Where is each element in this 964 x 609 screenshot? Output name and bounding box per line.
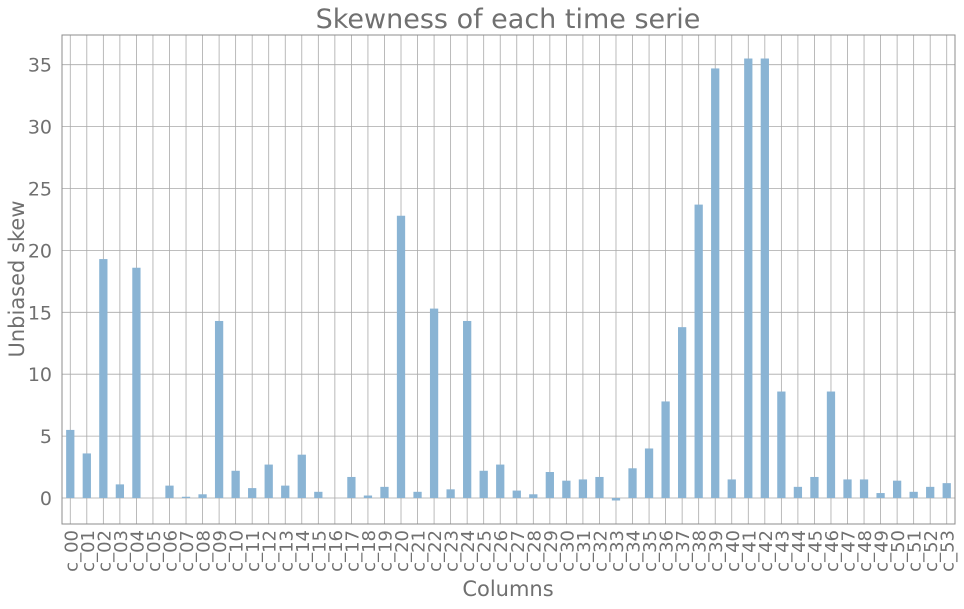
y-tick-label: 35 [28,55,52,77]
bar-c-11 [248,488,256,498]
bar-c-07 [182,497,190,498]
bar-c-04 [132,268,140,498]
bar-c-53 [943,483,951,498]
bar-c-09 [215,321,223,498]
y-tick-label: 30 [28,117,52,139]
bar-c-18 [364,496,372,498]
bar-c-03 [116,484,124,498]
bar-c-10 [232,471,240,498]
y-tick-label: 20 [28,240,52,262]
bar-c-31 [579,479,587,498]
bar-c-17 [347,477,355,498]
x-tick-labels: c_00c_01c_02c_03c_04c_05c_06c_07c_08c_09… [61,530,958,572]
bar-c-21 [413,492,421,498]
bar-c-29 [546,472,554,498]
bar-c-52 [926,487,934,498]
bar-c-51 [910,492,918,498]
bar-c-46 [827,392,835,498]
bar-c-36 [661,401,669,498]
bar-c-42 [761,59,769,498]
bar-c-26 [496,465,504,498]
bar-c-48 [860,479,868,498]
bar-c-25 [480,471,488,498]
bar-c-01 [83,453,91,498]
bar-c-23 [446,489,454,498]
bar-c-45 [810,477,818,498]
bar-c-13 [281,486,289,498]
bar-c-06 [165,486,173,498]
bar-c-39 [711,68,719,498]
bar-c-27 [513,491,521,498]
bar-c-43 [777,392,785,498]
y-axis-label: Unbiased skew [5,200,29,357]
bar-c-33 [612,498,620,500]
bar-c-24 [463,321,471,498]
bar-c-14 [298,455,306,498]
x-tick-label: c_53 [938,530,959,572]
bar-c-47 [843,479,851,498]
bar-c-19 [380,487,388,498]
bar-c-34 [628,468,636,498]
bar-c-30 [562,481,570,498]
bar-c-35 [645,448,653,498]
bar-c-44 [794,487,802,498]
x-axis-label: Columns [462,577,553,601]
bar-c-20 [397,216,405,498]
chart-title: Skewness of each time serie [316,4,701,35]
y-tick-label: 10 [28,364,52,386]
bar-c-22 [430,309,438,498]
bar-c-00 [66,430,74,498]
bar-c-12 [265,465,273,498]
bar-c-15 [314,492,322,498]
bar-c-50 [893,481,901,498]
bar-c-38 [695,205,703,498]
y-tick-label: 15 [28,302,52,324]
y-tick-label: 25 [28,179,52,201]
y-tick-label: 0 [40,488,52,510]
bar-c-41 [744,59,752,498]
bar-c-40 [728,479,736,498]
bar-c-32 [595,477,603,498]
bar-c-08 [198,494,206,498]
bar-c-28 [529,494,537,498]
bar-c-49 [876,493,884,498]
bar-c-37 [678,327,686,498]
y-tick-label: 5 [40,426,52,448]
bar-c-02 [99,259,107,498]
